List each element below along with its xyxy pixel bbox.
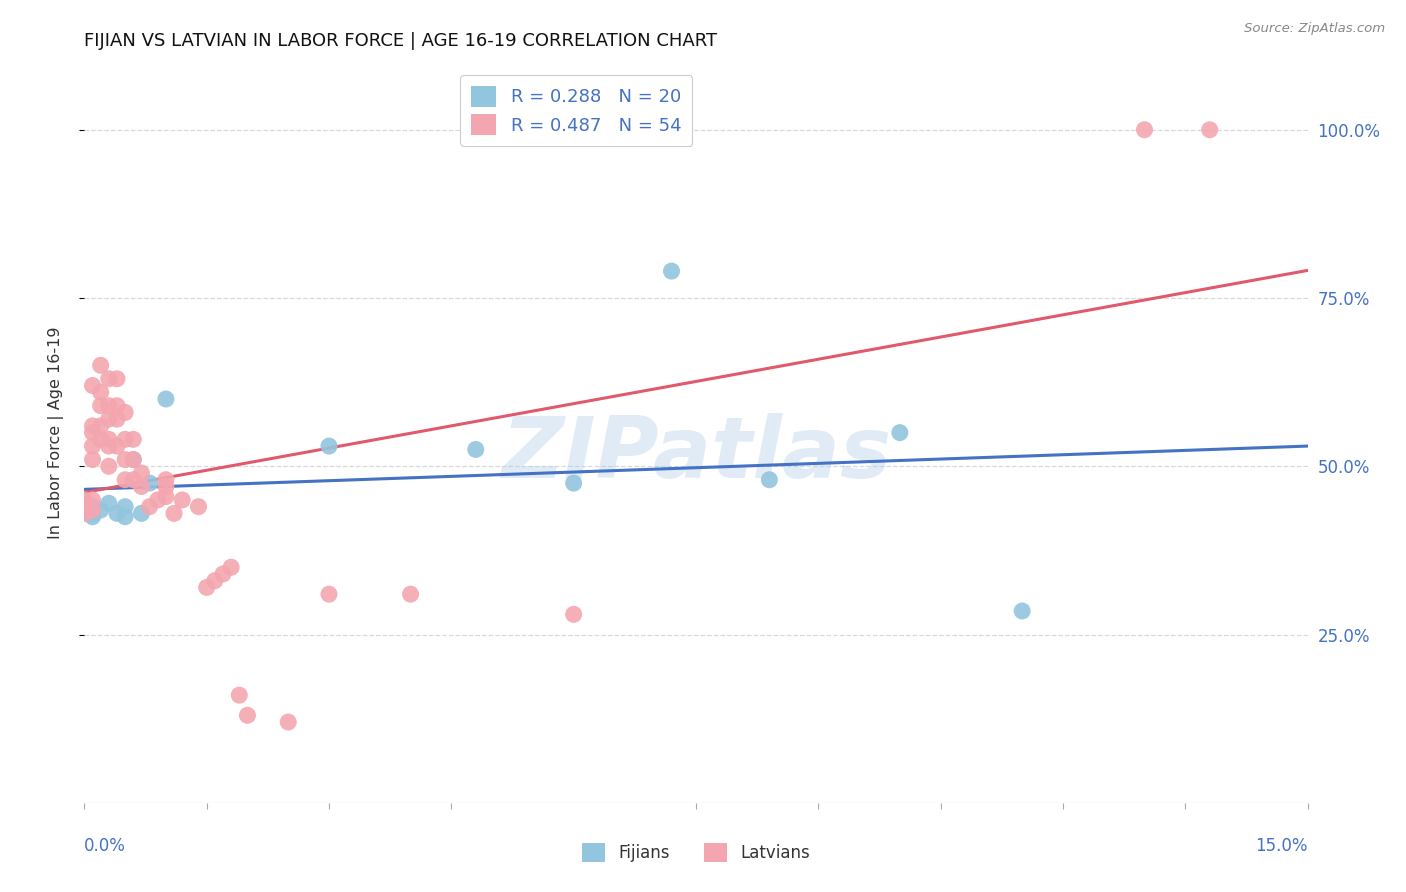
Point xyxy=(204,574,226,588)
Point xyxy=(73,492,96,507)
Point xyxy=(236,708,259,723)
Point xyxy=(146,492,169,507)
Point xyxy=(105,372,128,386)
Point xyxy=(105,507,128,521)
Text: 0.0%: 0.0% xyxy=(84,837,127,855)
Point xyxy=(1011,604,1033,618)
Point xyxy=(82,500,104,514)
Point xyxy=(114,452,136,467)
Point xyxy=(138,476,160,491)
Point xyxy=(82,509,104,524)
Point xyxy=(758,473,780,487)
Point xyxy=(562,476,585,491)
Text: 15.0%: 15.0% xyxy=(1256,837,1308,855)
Point xyxy=(82,503,104,517)
Point xyxy=(122,473,145,487)
Point xyxy=(464,442,486,457)
Legend: Fijians, Latvians: Fijians, Latvians xyxy=(575,836,817,869)
Point xyxy=(399,587,422,601)
Point xyxy=(155,479,177,493)
Point xyxy=(90,385,112,400)
Point xyxy=(97,433,120,447)
Point xyxy=(114,500,136,514)
Point xyxy=(187,500,209,514)
Point xyxy=(163,507,186,521)
Point xyxy=(82,452,104,467)
Point xyxy=(90,359,112,373)
Point xyxy=(97,439,120,453)
Point xyxy=(73,503,96,517)
Point xyxy=(114,473,136,487)
Point xyxy=(122,452,145,467)
Point xyxy=(122,452,145,467)
Point xyxy=(90,418,112,433)
Point xyxy=(1198,122,1220,136)
Point xyxy=(131,466,153,480)
Point xyxy=(131,479,153,493)
Point xyxy=(105,439,128,453)
Text: FIJIAN VS LATVIAN IN LABOR FORCE | AGE 16-19 CORRELATION CHART: FIJIAN VS LATVIAN IN LABOR FORCE | AGE 1… xyxy=(84,32,717,50)
Point xyxy=(73,500,96,514)
Point xyxy=(82,378,104,392)
Point xyxy=(138,500,160,514)
Point xyxy=(114,405,136,419)
Point xyxy=(195,581,218,595)
Point xyxy=(73,507,96,521)
Point xyxy=(82,492,104,507)
Point xyxy=(277,714,299,729)
Point xyxy=(318,587,340,601)
Point xyxy=(219,560,242,574)
Point xyxy=(97,372,120,386)
Point xyxy=(122,433,145,447)
Point xyxy=(105,399,128,413)
Point xyxy=(82,418,104,433)
Point xyxy=(82,439,104,453)
Point xyxy=(661,264,683,278)
Point xyxy=(1133,122,1156,136)
Point xyxy=(90,399,112,413)
Point xyxy=(212,566,235,581)
Y-axis label: In Labor Force | Age 16-19: In Labor Force | Age 16-19 xyxy=(48,326,63,539)
Point xyxy=(97,412,120,426)
Point xyxy=(155,490,177,504)
Point xyxy=(172,492,194,507)
Point xyxy=(82,425,104,440)
Point xyxy=(155,473,177,487)
Point xyxy=(562,607,585,622)
Text: ZIPatlas: ZIPatlas xyxy=(501,413,891,496)
Point xyxy=(105,412,128,426)
Point xyxy=(114,433,136,447)
Text: Source: ZipAtlas.com: Source: ZipAtlas.com xyxy=(1244,22,1385,36)
Point xyxy=(97,496,120,510)
Point xyxy=(155,392,177,406)
Point xyxy=(97,459,120,474)
Point xyxy=(889,425,911,440)
Point xyxy=(90,433,112,447)
Point xyxy=(82,507,104,521)
Point xyxy=(97,399,120,413)
Point xyxy=(90,503,112,517)
Point xyxy=(318,439,340,453)
Point xyxy=(114,509,136,524)
Point xyxy=(228,688,250,702)
Point xyxy=(131,507,153,521)
